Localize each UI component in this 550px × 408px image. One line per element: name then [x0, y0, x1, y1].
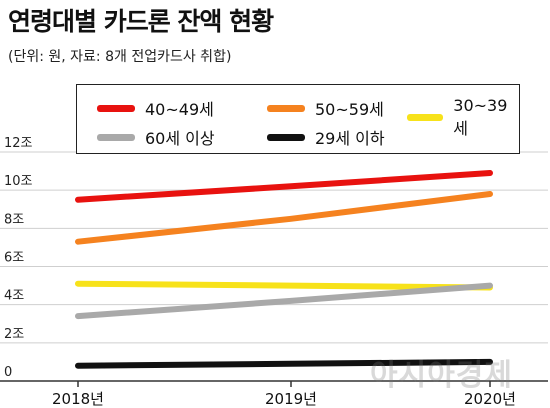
x-tick-label: 2020년 — [464, 390, 516, 408]
series-line-3 — [75, 282, 493, 320]
legend-item: 60세 이상 — [97, 125, 215, 149]
x-tick-label: 2019년 — [265, 390, 317, 408]
y-tick-label: 6조 — [4, 251, 24, 266]
legend-swatch — [407, 114, 444, 121]
legend: 40~49세 50~59세 30~39세 60세 이상 29세 이하 — [76, 84, 520, 154]
series-line-0 — [75, 170, 493, 203]
y-tick-label: 12조 — [4, 136, 33, 151]
legend-item: 29세 이하 — [267, 125, 385, 149]
legend-swatch — [97, 133, 135, 141]
y-tick-label: 8조 — [4, 212, 24, 227]
chart-subtitle: (단위: 원, 자료: 8개 전업카드사 취합) — [8, 49, 232, 65]
legend-swatch — [97, 104, 135, 112]
y-tick-label: 4조 — [4, 289, 24, 304]
legend-label: 30~39세 — [453, 96, 508, 138]
x-tick-label: 2018년 — [52, 390, 104, 408]
legend-item: 50~59세 — [267, 96, 384, 120]
series-line-4 — [75, 358, 493, 369]
legend-item: 30~39세 — [407, 96, 519, 139]
legend-swatch — [267, 104, 305, 112]
watermark-logo: 아시아경제 — [370, 358, 513, 393]
legend-label: 29세 이하 — [315, 129, 385, 148]
chart-title: 연령대별 카드론 잔액 현황 — [8, 7, 274, 36]
y-tick-label: 0 — [4, 365, 12, 380]
legend-label: 60세 이상 — [145, 129, 215, 148]
y-tick-label: 10조 — [4, 174, 33, 189]
series-line-1 — [75, 191, 493, 245]
legend-swatch — [267, 133, 305, 141]
legend-item: 40~49세 — [97, 96, 214, 120]
legend-label: 50~59세 — [315, 100, 384, 119]
series-line-2 — [75, 280, 493, 291]
y-tick-label: 2조 — [4, 327, 24, 342]
legend-label: 40~49세 — [145, 100, 214, 119]
